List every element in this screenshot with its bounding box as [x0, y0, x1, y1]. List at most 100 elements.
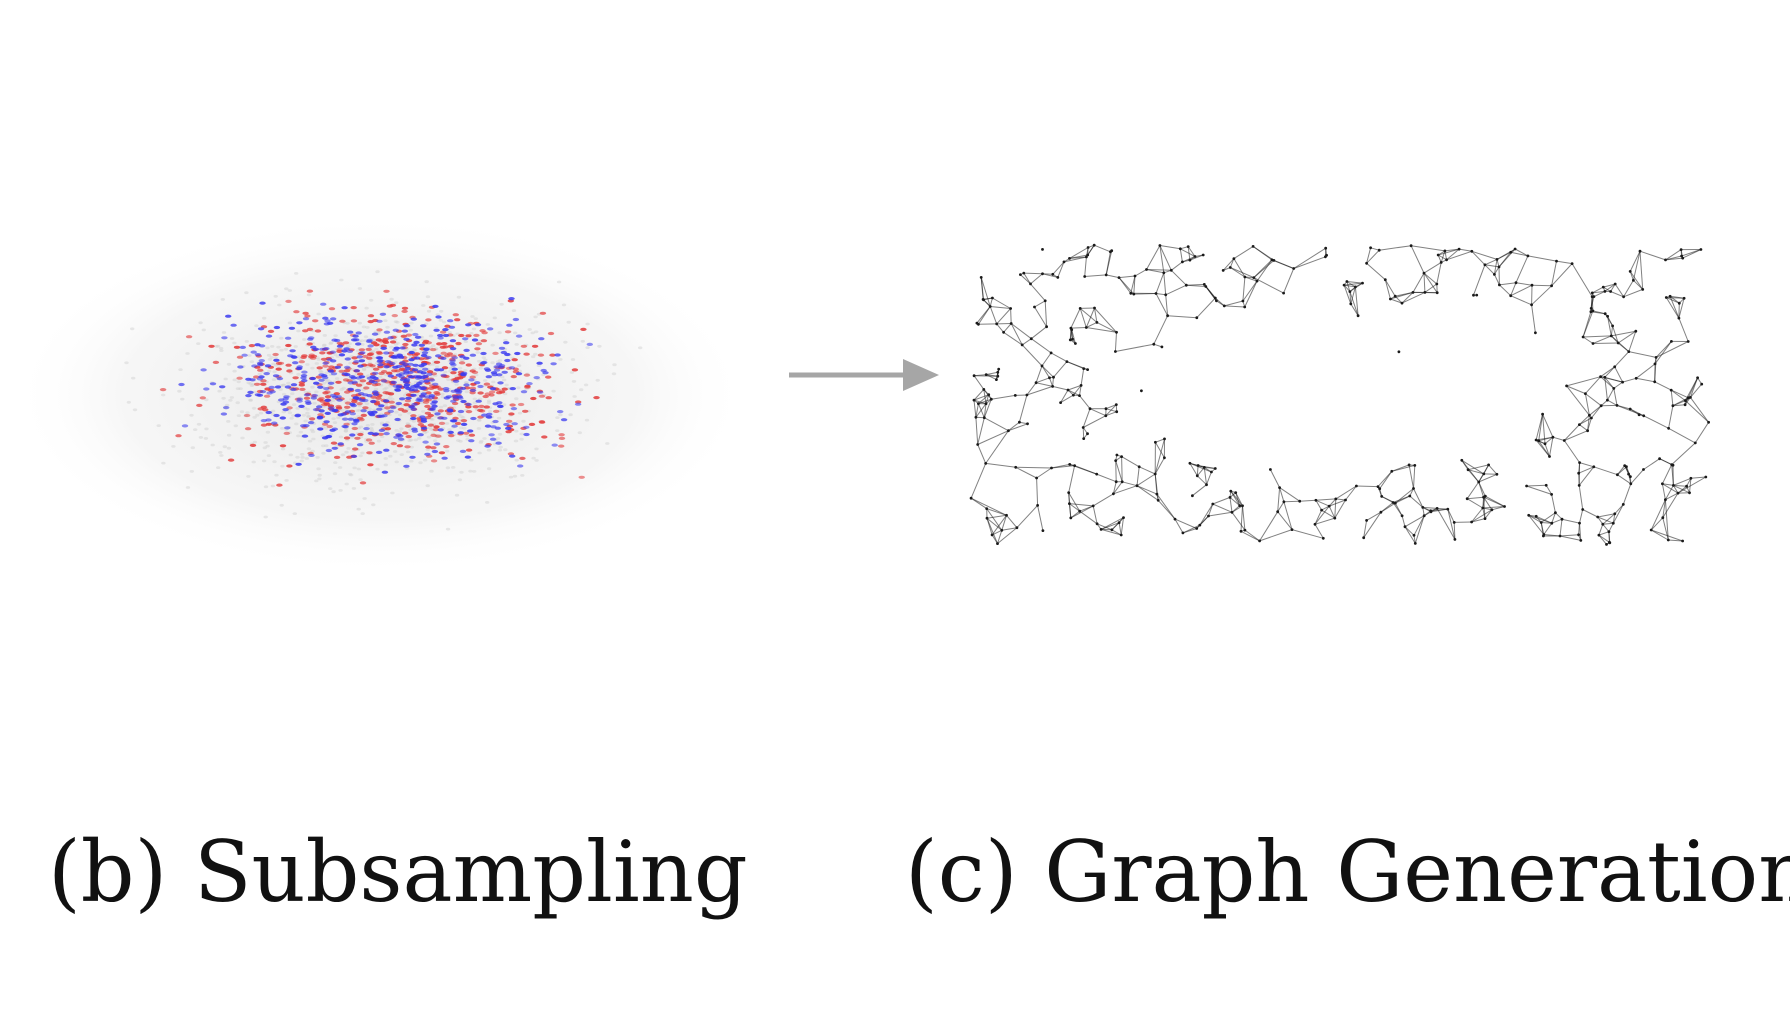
- graph-edge: [1551, 518, 1563, 524]
- negative-point: [378, 404, 385, 408]
- graph-edge: [1564, 430, 1588, 441]
- graph-edge: [1413, 465, 1416, 489]
- negative-point: [223, 406, 230, 410]
- positive-point: [425, 391, 432, 395]
- negative-point: [459, 449, 467, 453]
- graph-edge: [1229, 258, 1235, 268]
- background-point: [460, 359, 465, 362]
- graph-node: [1188, 258, 1192, 262]
- negative-point: [432, 382, 439, 386]
- graph-node: [1007, 429, 1010, 433]
- graph-node: [1503, 505, 1506, 508]
- graph-node: [1628, 407, 1632, 411]
- graph-edge: [1673, 484, 1687, 487]
- negative-point: [376, 319, 383, 323]
- positive-point: [328, 365, 335, 369]
- graph-edge: [1629, 271, 1644, 290]
- graph-edge: [1412, 272, 1425, 293]
- background-point: [349, 473, 354, 477]
- graph-node: [1020, 343, 1024, 347]
- graph-edge: [1436, 508, 1456, 540]
- negative-point: [423, 347, 430, 351]
- positive-point: [244, 427, 252, 431]
- background-point: [456, 439, 461, 442]
- positive-point: [444, 354, 451, 358]
- graph-node: [1649, 528, 1653, 532]
- graph-node: [1445, 258, 1448, 262]
- graph-node: [1390, 469, 1394, 473]
- positive-point: [330, 441, 338, 445]
- graph-node: [1435, 282, 1439, 286]
- graph-edge: [1111, 522, 1120, 531]
- background-point: [361, 368, 367, 372]
- negative-point: [383, 330, 391, 334]
- graph-node: [1327, 504, 1331, 508]
- graph-node: [975, 321, 979, 325]
- negative-point: [379, 312, 387, 316]
- negative-point: [383, 448, 390, 452]
- negative-point: [367, 431, 374, 435]
- graph-node: [1421, 506, 1425, 509]
- background-point: [442, 320, 447, 324]
- background-point: [319, 370, 324, 374]
- graph-edge: [1629, 250, 1641, 272]
- negative-point: [420, 324, 427, 328]
- graph-edge: [1155, 438, 1165, 443]
- graph-node: [1239, 529, 1243, 533]
- graph-edge: [1614, 351, 1630, 368]
- negative-point: [422, 367, 429, 371]
- negative-point: [276, 377, 284, 381]
- graph-node: [1258, 539, 1261, 543]
- graph-node: [1443, 249, 1447, 253]
- graph-edge: [1459, 248, 1472, 252]
- background-point: [513, 331, 518, 335]
- graph-node: [1051, 385, 1054, 388]
- negative-point: [251, 364, 258, 368]
- background-point: [424, 280, 429, 284]
- graph-node: [1120, 455, 1123, 458]
- background-point: [361, 367, 367, 371]
- background-point: [316, 312, 321, 316]
- background-point: [341, 386, 346, 390]
- graph-edge: [1363, 520, 1368, 538]
- graph-edge: [1120, 517, 1124, 536]
- graph-node: [1472, 293, 1475, 297]
- graph-edge: [1006, 514, 1018, 529]
- background-point: [497, 331, 502, 335]
- graph-edge: [1003, 323, 1012, 333]
- graph-node: [1086, 246, 1090, 249]
- negative-point: [308, 336, 315, 340]
- positive-point: [328, 307, 336, 311]
- background-point: [498, 445, 503, 449]
- positive-point: [508, 412, 515, 416]
- background-point: [388, 396, 393, 399]
- graph-edge: [1593, 290, 1606, 298]
- background-point: [470, 315, 475, 318]
- positive-point: [286, 464, 293, 468]
- negative-point: [381, 470, 389, 474]
- graph-node: [984, 402, 988, 406]
- graph-edge: [1253, 277, 1284, 294]
- graph-edge: [970, 463, 987, 499]
- background-point: [521, 419, 526, 423]
- graph-node: [1612, 387, 1616, 390]
- negative-point: [280, 402, 287, 406]
- graph-node: [1475, 293, 1479, 297]
- graph-edge: [1484, 509, 1493, 519]
- graph-edge: [1471, 518, 1486, 523]
- positive-point: [276, 483, 283, 487]
- background-point: [500, 375, 505, 379]
- negative-point: [250, 350, 257, 354]
- graph-node: [1439, 261, 1443, 264]
- graph-edge: [1068, 492, 1081, 512]
- graph-edge: [1392, 495, 1410, 503]
- graph-edge: [1471, 250, 1486, 266]
- graph-node: [1163, 437, 1166, 441]
- graph-node: [1034, 381, 1038, 385]
- background-point: [355, 409, 360, 412]
- graph-edge: [1174, 518, 1197, 529]
- negative-point: [486, 412, 493, 416]
- background-point: [536, 364, 542, 367]
- graph-node: [1086, 432, 1089, 436]
- graph-edge: [977, 403, 985, 418]
